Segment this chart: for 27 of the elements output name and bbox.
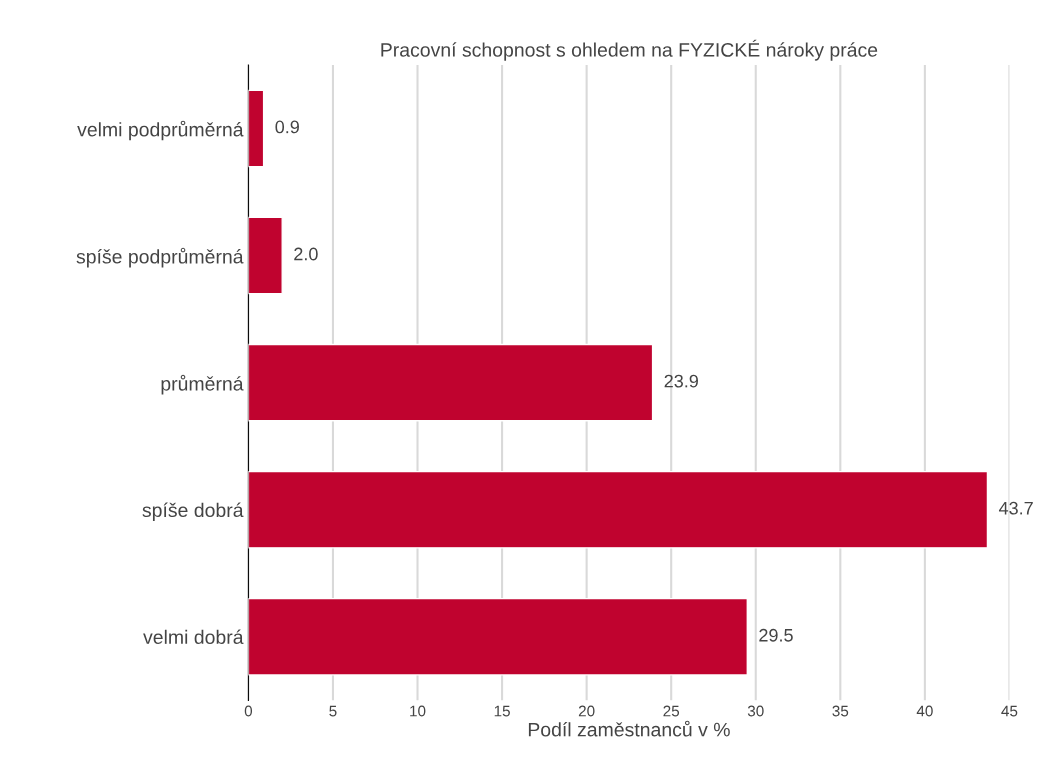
bar [248, 597, 748, 676]
x-tick-label: 30 [747, 705, 764, 717]
y-tick-label: spíše podprůměrná [76, 247, 244, 268]
x-axis-title: Podíl zaměstnanců v % [528, 720, 730, 737]
bar [248, 343, 654, 422]
x-tick-label: 10 [410, 705, 426, 717]
x-tick-label: 40 [916, 705, 933, 717]
data-label: 2.0 [294, 247, 318, 261]
y-tick-label: velmi podprůměrná [77, 120, 244, 141]
y-tick-label: průměrná [161, 374, 244, 395]
x-tick-label: 35 [832, 705, 849, 717]
y-tick-label: spíše dobrá [142, 502, 244, 521]
x-tick-label: 0 [244, 705, 253, 717]
chart-title: Pracovní schopnost s ohledem na FYZICKÉ nároky práce [381, 39, 878, 61]
x-tick-label: 25 [663, 705, 680, 717]
x-tick-label: 45 [1001, 705, 1018, 717]
x-tick-label: 5 [329, 705, 337, 717]
data-label: 43.7 [998, 501, 1033, 515]
x-tick-label: 15 [494, 705, 510, 717]
bar [248, 470, 989, 549]
y-tick-label: velmi dobrá [143, 629, 244, 645]
x-tick-label: 20 [578, 705, 595, 717]
data-label: 23.9 [664, 374, 698, 388]
data-label: 0.9 [275, 120, 299, 134]
bar [248, 216, 283, 295]
bar [248, 89, 265, 168]
data-label: 29.5 [759, 628, 793, 642]
